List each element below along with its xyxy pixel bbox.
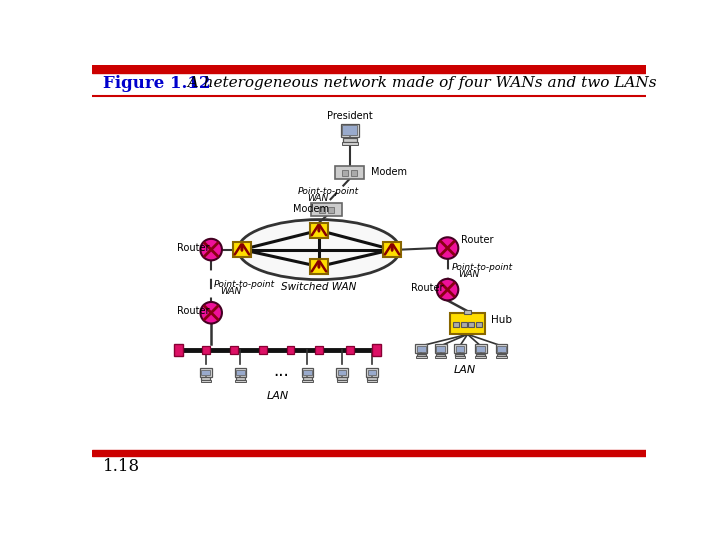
Circle shape [200, 239, 222, 260]
Bar [453, 322, 459, 327]
Text: Point-to-point: Point-to-point [298, 187, 359, 197]
Bar [496, 356, 507, 358]
Bar [202, 346, 210, 354]
Bar [454, 356, 465, 358]
Bar [416, 356, 426, 358]
Text: Point-to-point: Point-to-point [213, 280, 274, 289]
Bar [475, 356, 486, 358]
Bar [366, 368, 378, 377]
Bar [315, 346, 323, 354]
Bar [201, 380, 211, 382]
Bar [476, 354, 485, 356]
Bar [302, 380, 312, 382]
Bar [368, 370, 377, 375]
Bar [287, 346, 294, 354]
Bar [235, 380, 246, 382]
Text: Switched WAN: Switched WAN [282, 282, 356, 292]
Circle shape [200, 302, 222, 323]
Text: LAN: LAN [454, 366, 477, 375]
Bar [372, 343, 382, 356]
Bar [236, 370, 245, 375]
Ellipse shape [238, 220, 400, 280]
Bar [337, 380, 347, 382]
Bar [201, 377, 210, 380]
Bar [303, 377, 312, 380]
Bar [236, 377, 245, 380]
Bar [346, 346, 354, 354]
Text: Modem: Modem [371, 167, 407, 177]
Bar [92, 450, 647, 456]
Bar [328, 207, 334, 213]
Text: ...: ... [274, 362, 289, 380]
Bar [311, 204, 342, 215]
Bar [310, 259, 328, 274]
Bar [202, 370, 210, 375]
Bar [367, 380, 377, 382]
Text: President: President [327, 111, 373, 121]
Bar [235, 368, 246, 377]
Bar [338, 377, 346, 380]
Bar [319, 207, 325, 213]
Bar [417, 354, 426, 356]
Bar [351, 170, 357, 176]
Bar [454, 345, 466, 353]
Bar [497, 346, 505, 352]
Bar [336, 368, 348, 377]
Bar [436, 354, 445, 356]
Bar [92, 65, 647, 72]
Bar [233, 242, 251, 257]
Bar [461, 322, 467, 327]
Bar [476, 322, 482, 327]
Bar [477, 346, 485, 352]
Bar [200, 368, 212, 377]
Bar [338, 370, 346, 375]
Bar [436, 356, 446, 358]
Bar [230, 346, 238, 354]
Bar [367, 377, 377, 380]
Bar [383, 242, 401, 257]
Bar [495, 345, 508, 353]
Bar [341, 124, 359, 137]
Bar [342, 142, 358, 145]
Bar [342, 170, 348, 176]
Text: Router: Router [461, 235, 493, 245]
Bar [342, 125, 357, 135]
Circle shape [437, 279, 459, 300]
Text: Router: Router [177, 243, 210, 253]
Bar [302, 368, 313, 377]
Bar [174, 343, 184, 356]
Bar [455, 354, 464, 356]
Text: Hub: Hub [490, 315, 512, 326]
Text: Point-to-point: Point-to-point [451, 263, 513, 272]
Bar [310, 222, 328, 238]
Text: LAN: LAN [267, 391, 289, 401]
Bar [456, 346, 464, 352]
Bar [497, 354, 506, 356]
Text: WAN: WAN [459, 270, 480, 279]
Bar [335, 166, 364, 179]
Text: Router: Router [177, 306, 210, 316]
Text: Modem: Modem [293, 204, 329, 214]
Text: 1.18: 1.18 [102, 458, 140, 475]
Bar [343, 138, 356, 142]
Bar [259, 346, 266, 354]
Bar [417, 346, 426, 352]
Bar [415, 345, 427, 353]
Text: WAN: WAN [220, 287, 242, 296]
Bar [468, 322, 474, 327]
Text: WAN: WAN [307, 194, 328, 203]
Circle shape [437, 237, 459, 259]
Text: Router: Router [410, 283, 443, 293]
Text: A heterogeneous network made of four WANs and two LANs: A heterogeneous network made of four WAN… [178, 76, 657, 90]
Text: Figure 1.12: Figure 1.12 [102, 75, 210, 92]
Bar [464, 310, 471, 314]
Bar [436, 346, 445, 352]
Bar [303, 370, 312, 375]
Bar [450, 313, 485, 334]
Bar [435, 345, 446, 353]
Bar [474, 345, 487, 353]
